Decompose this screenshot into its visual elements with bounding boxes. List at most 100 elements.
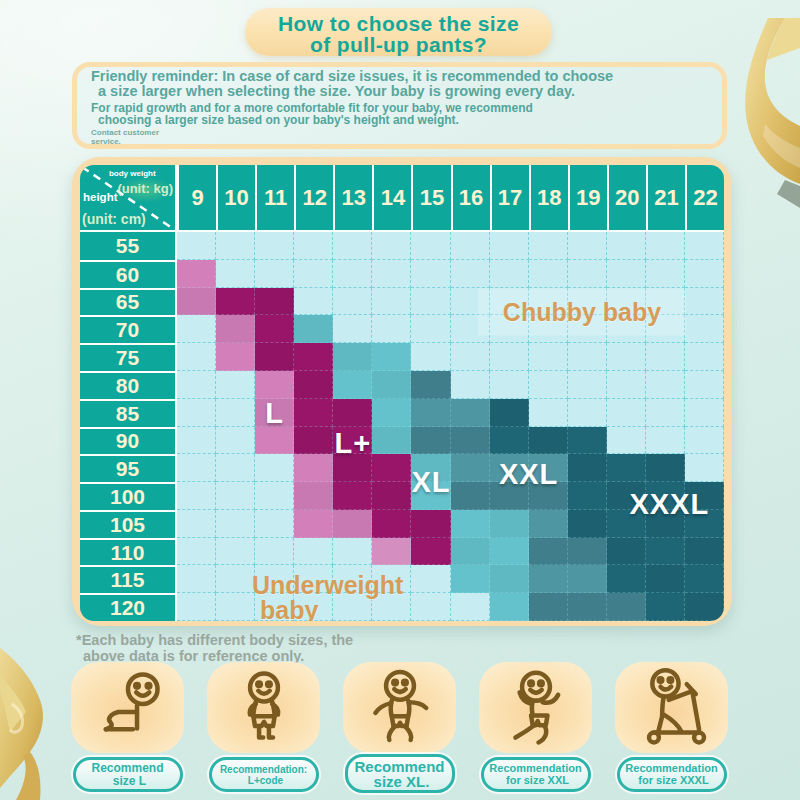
grid-cell <box>568 565 607 593</box>
grid-cell <box>646 538 685 566</box>
grid-cell <box>451 260 490 288</box>
grid-cell <box>255 315 294 343</box>
grid-cell <box>177 510 216 538</box>
weight-header-cell: 16 <box>451 165 490 232</box>
size-zone-label: L+ <box>334 427 371 460</box>
baby-card <box>207 662 320 753</box>
grid-cell <box>216 371 255 399</box>
y-axis-label: height <box>83 191 118 203</box>
grid-cell <box>294 288 333 316</box>
grid-cell <box>568 343 607 371</box>
grid-cell <box>372 538 411 566</box>
grid-cell <box>216 482 255 510</box>
grid-cell <box>685 565 724 593</box>
grid-cell <box>255 232 294 260</box>
grid-cell <box>646 593 685 621</box>
weight-header-cell: 17 <box>490 165 529 232</box>
pill-slot: Recommendation:L+code <box>207 757 320 793</box>
crawling-baby-icon <box>87 667 169 749</box>
grid-cell <box>490 427 529 455</box>
baby-card <box>71 662 184 753</box>
height-header-cell: 95 <box>80 454 177 482</box>
friendly-reminder-box: Friendly reminder: In case of card size … <box>72 62 727 149</box>
grid-cell <box>646 371 685 399</box>
grid-cell <box>685 288 724 316</box>
grid-cell <box>529 371 568 399</box>
weight-header-cell: 19 <box>568 165 607 232</box>
grid-cell <box>685 399 724 427</box>
grid-cell <box>529 538 568 566</box>
x-axis-label: body weight <box>109 169 156 178</box>
grid-cell <box>333 482 372 510</box>
grid-cell <box>451 510 490 538</box>
grid-cell <box>255 371 294 399</box>
grid-cell <box>333 538 372 566</box>
grid-cell <box>646 399 685 427</box>
underweight-line2: baby <box>252 598 403 621</box>
grid-cell <box>372 288 411 316</box>
height-header-cell: 85 <box>80 399 177 427</box>
weight-header-cell: 21 <box>646 165 685 232</box>
baby-card <box>343 662 456 753</box>
grid-cell <box>177 565 216 593</box>
grid-cell <box>372 482 411 510</box>
grid-cell <box>646 427 685 455</box>
grid-cell <box>411 371 450 399</box>
grid-cell <box>685 371 724 399</box>
grid-cell <box>685 593 724 621</box>
weight-header-cell: 18 <box>529 165 568 232</box>
grid-cell <box>294 399 333 427</box>
grid-cell <box>529 260 568 288</box>
grid-cell <box>216 538 255 566</box>
recommendation-pill: Recommendsize L <box>73 757 183 792</box>
grid-cell <box>294 510 333 538</box>
baby-card <box>479 662 592 753</box>
grid-cell <box>607 343 646 371</box>
height-header-cell: 115 <box>80 565 177 593</box>
grid-cell <box>568 510 607 538</box>
grid-cell <box>294 315 333 343</box>
weight-header-cell: 14 <box>372 165 411 232</box>
grid-cell <box>411 288 450 316</box>
grid-cell <box>333 260 372 288</box>
grid-cell <box>607 565 646 593</box>
page: { "title": { "line1": "How to choose the… <box>0 0 800 800</box>
weight-header-cell: 13 <box>333 165 372 232</box>
grid-cell <box>490 593 529 621</box>
grid-cell <box>451 427 490 455</box>
grid-cell <box>177 288 216 316</box>
gold-ribbon-left <box>0 640 45 800</box>
grid-cell <box>333 315 372 343</box>
grid-cell <box>372 427 411 455</box>
weight-header-cell: 22 <box>685 165 724 232</box>
height-header-cell: 65 <box>80 288 177 316</box>
grid-cell <box>685 343 724 371</box>
grid-cell <box>177 593 216 621</box>
grid-cell <box>411 399 450 427</box>
grid-cell <box>568 482 607 510</box>
footnote-line1: *Each baby has different body sizes, the <box>76 633 353 649</box>
recommendation-pill: Recommendationfor size XXL <box>481 757 591 792</box>
reminder-tiny-line1: Contact customer <box>91 129 722 138</box>
height-header-cell: 105 <box>80 510 177 538</box>
pill-slot: Recommendsize XL. <box>343 757 456 793</box>
grid-cell <box>568 260 607 288</box>
standing-baby-icon <box>223 667 305 749</box>
chubby-highlight <box>478 289 686 336</box>
grid-cell <box>568 371 607 399</box>
grid-cell <box>490 510 529 538</box>
grid-cell <box>372 399 411 427</box>
grid-cell <box>411 565 450 593</box>
grid-cell <box>568 232 607 260</box>
grid-cell <box>255 427 294 455</box>
grid-cell <box>451 232 490 260</box>
grid-cell <box>568 538 607 566</box>
grid-cell <box>451 343 490 371</box>
grid-cell <box>177 454 216 482</box>
grid-cell <box>411 260 450 288</box>
grid-cell <box>372 371 411 399</box>
weight-header-cell: 12 <box>294 165 333 232</box>
grid-cell <box>177 371 216 399</box>
pill-slot: Recommendationfor size XXL <box>479 757 592 793</box>
grid-cell <box>685 315 724 343</box>
